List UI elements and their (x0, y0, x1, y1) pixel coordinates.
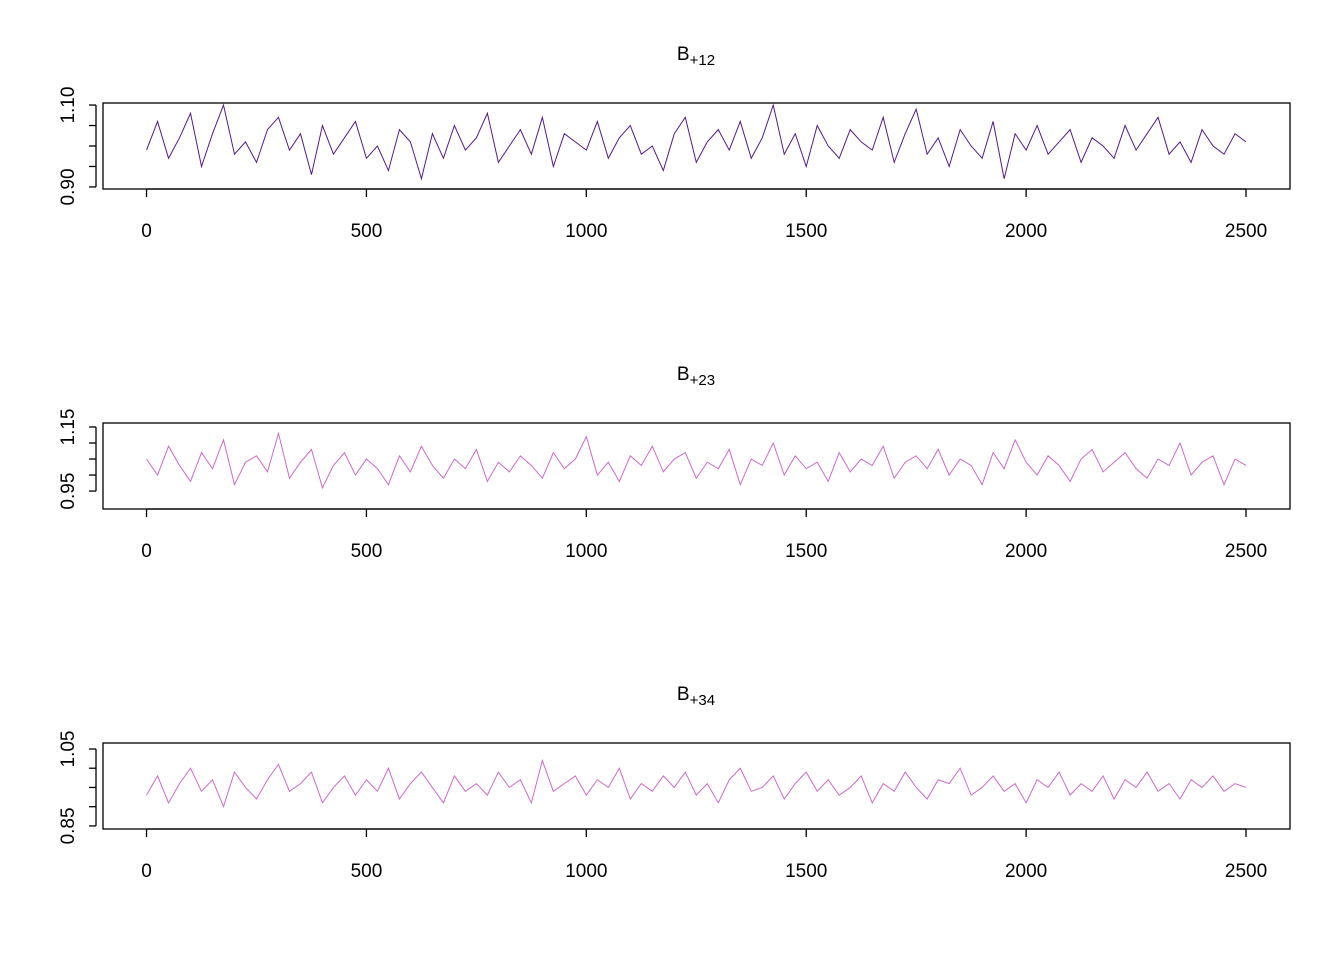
x-tick-label: 1500 (785, 541, 827, 562)
y-tick-label: 1.05 (58, 731, 79, 768)
x-tick-label: 2500 (1225, 221, 1267, 242)
y-tick-label: 0.90 (58, 168, 79, 205)
x-tick-label: 500 (351, 541, 383, 562)
trace-line (146, 431, 1247, 490)
x-tick-label: 1500 (785, 221, 827, 242)
title-main: B (677, 44, 690, 65)
chart-title: B+23 (677, 364, 715, 389)
x-tick-label: 2000 (1005, 541, 1047, 562)
x-tick-label: 0 (141, 221, 152, 242)
x-tick-label: 1500 (785, 861, 827, 882)
x-tick-label: 2000 (1005, 861, 1047, 882)
plot-frame (102, 102, 1291, 190)
title-subscript: +12 (690, 52, 715, 69)
x-tick-label: 1000 (565, 861, 607, 882)
x-tick-label: 0 (141, 861, 152, 882)
x-tick-label: 1000 (565, 221, 607, 242)
trace-line (146, 758, 1247, 809)
panel: B+12 0 500 1000 1500 2000 2500 0.90 1.10 (58, 44, 1291, 242)
x-tick-label: 500 (351, 861, 383, 882)
title-subscript: +23 (690, 372, 715, 389)
x-tick-label: 2500 (1225, 861, 1267, 882)
chart-title: B+34 (677, 684, 715, 709)
x-tick-label: 1000 (565, 541, 607, 562)
x-tick-label: 2000 (1005, 221, 1047, 242)
title-main: B (677, 364, 690, 385)
x-tick-label: 2500 (1225, 541, 1267, 562)
title-subscript: +34 (690, 692, 715, 709)
panel: B+34 0 500 1000 1500 2000 2500 0.85 1.05 (58, 684, 1291, 882)
trace-line (146, 103, 1247, 181)
plot-frame (102, 742, 1291, 830)
x-tick-label: 500 (351, 221, 383, 242)
plot-frame (102, 422, 1291, 510)
panel: B+23 0 500 1000 1500 2000 2500 0.95 1.15 (58, 364, 1291, 562)
y-tick-label: 1.10 (58, 87, 79, 124)
x-tick-label: 0 (141, 541, 152, 562)
title-main: B (677, 684, 690, 705)
y-tick-label: 1.15 (58, 409, 79, 446)
chart-title: B+12 (677, 44, 715, 69)
y-tick-label: 0.85 (58, 807, 79, 844)
y-tick-label: 0.95 (58, 473, 79, 510)
